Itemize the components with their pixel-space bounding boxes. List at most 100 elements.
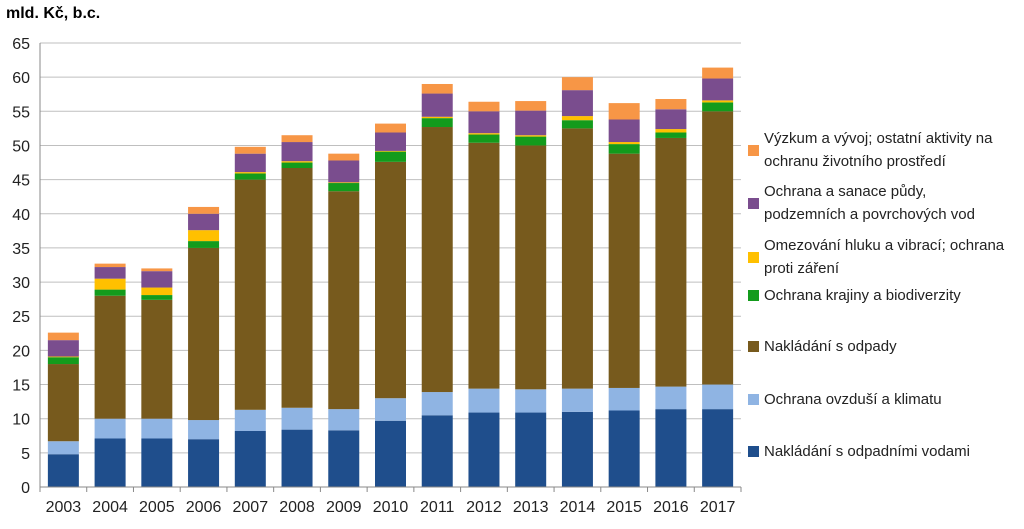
bar-segment-2008-series-6 — [281, 135, 313, 143]
bar-segment-2006-series-1 — [188, 420, 220, 440]
bar-segment-2004-series-6 — [94, 263, 126, 268]
legend-label: Ochrana krajiny a biodiverzity — [764, 284, 961, 307]
y-tick-label: 20 — [12, 343, 30, 360]
bar-segment-2009-series-0 — [328, 430, 360, 487]
y-tick-label: 15 — [12, 378, 30, 395]
bar-segment-2005-series-5 — [141, 271, 173, 288]
legend-label: Ochrana ovzduší a klimatu — [764, 388, 942, 411]
legend-label-line: Nakládání s odpadními vodami — [764, 443, 970, 460]
bar-segment-2005-series-6 — [141, 268, 173, 272]
bar-segment-2014-series-2 — [561, 128, 593, 389]
bar-segment-2008-series-5 — [281, 142, 313, 162]
bar-segment-2013-series-6 — [515, 101, 547, 111]
legend-label-line: Nakládání s odpady — [764, 338, 897, 355]
legend-swatch — [748, 144, 759, 156]
x-tick-label: 2010 — [373, 499, 409, 516]
legend-item: Ochrana krajiny a biodiverzity — [748, 284, 1024, 307]
bar-segment-2009-series-2 — [328, 191, 360, 410]
legend-label: Omezování hluku a vibrací; ochrana proti … — [764, 234, 1004, 280]
bar-segment-2010-series-2 — [375, 161, 406, 399]
bar-segment-2015-series-1 — [608, 387, 640, 411]
y-tick-label: 45 — [12, 173, 30, 190]
x-tick-label: 2013 — [513, 499, 549, 516]
bar-segment-2005-series-0 — [141, 438, 173, 487]
bar-segment-2011-series-3 — [421, 118, 453, 128]
bar-segment-2011-series-4 — [421, 116, 453, 119]
y-tick-label: 60 — [12, 70, 30, 87]
bar-segment-2011-series-5 — [421, 93, 453, 117]
bar-segment-2003-series-2 — [47, 364, 79, 442]
bar-segment-2006-series-0 — [188, 439, 220, 487]
bar-segment-2003-series-6 — [47, 332, 79, 341]
bar-segment-2012-series-5 — [468, 111, 500, 134]
bar-segment-2012-series-2 — [468, 142, 500, 389]
legend-swatch — [748, 197, 759, 209]
bar-segment-2004-series-2 — [94, 295, 126, 419]
y-tick-label: 5 — [21, 446, 30, 463]
bar-segment-2007-series-6 — [234, 146, 266, 154]
bar-segment-2010-series-0 — [375, 420, 406, 487]
bar-segment-2004-series-3 — [94, 289, 126, 296]
legend-item: Nakládání s odpady — [748, 335, 1024, 358]
legend-swatch — [748, 251, 759, 263]
bar-segment-2011-series-2 — [421, 127, 453, 393]
bar-segment-2017-series-5 — [702, 78, 734, 101]
legend-label-line: Ochrana a sanace půdy, — [764, 183, 927, 200]
bar-segment-2010-series-4 — [375, 150, 406, 152]
bar-segment-2015-series-5 — [608, 119, 640, 143]
legend-item: Omezování hluku a vibrací; ochrana proti … — [748, 234, 1024, 280]
y-tick-label: 25 — [12, 309, 30, 326]
bar-segment-2010-series-3 — [375, 151, 406, 162]
legend-item: Výzkum a vývoj; ostatní aktivity na ochra… — [748, 127, 1024, 173]
legend-swatch — [748, 446, 759, 457]
x-tick-label: 2009 — [326, 499, 362, 516]
bar-segment-2004-series-5 — [94, 267, 126, 279]
bar-segment-2015-series-2 — [608, 153, 640, 388]
bar-segment-2017-series-1 — [702, 384, 734, 410]
bar-segment-2009-series-3 — [328, 183, 360, 192]
bar-segment-2006-series-3 — [188, 241, 220, 248]
x-tick-label: 2003 — [46, 499, 82, 516]
bar-segment-2016-series-0 — [655, 409, 687, 487]
bar-segment-2014-series-4 — [561, 116, 593, 121]
legend-label: Nakládání s odpady — [764, 335, 897, 358]
y-tick-label: 40 — [12, 207, 30, 224]
legend-label-line: Omezování hluku a vibrací; ochrana — [764, 237, 1005, 254]
bar-segment-2005-series-3 — [141, 295, 173, 300]
bar-segment-2016-series-4 — [655, 129, 687, 133]
bar-segment-2012-series-1 — [468, 388, 500, 413]
bar-segment-2016-series-3 — [655, 132, 687, 138]
bar-segment-2014-series-0 — [561, 411, 593, 487]
bar-segment-2004-series-4 — [94, 278, 126, 290]
bar-segment-2005-series-4 — [141, 287, 173, 296]
bar-segment-2006-series-5 — [188, 213, 220, 231]
bar-segment-2007-series-5 — [234, 153, 266, 173]
bar-segment-2003-series-1 — [47, 441, 79, 455]
bar-segment-2006-series-6 — [188, 206, 220, 214]
bar-segment-2012-series-6 — [468, 101, 500, 112]
bar-segment-2014-series-5 — [561, 90, 593, 117]
bar-segment-2017-series-3 — [702, 102, 734, 112]
bar-segment-2012-series-3 — [468, 134, 500, 143]
bar-segment-2007-series-0 — [234, 430, 266, 487]
bar-segment-2009-series-5 — [328, 160, 360, 183]
legend-label: Nakládání s odpadními vodami — [764, 440, 970, 463]
x-tick-label: 2006 — [186, 499, 222, 516]
y-tick-label: 55 — [12, 104, 30, 121]
bar-segment-2015-series-6 — [608, 103, 640, 120]
legend-swatch — [748, 394, 759, 405]
bar-segment-2007-series-2 — [234, 179, 266, 410]
bar-segment-2017-series-4 — [702, 100, 734, 103]
x-tick-label: 2014 — [560, 499, 596, 516]
y-tick-label: 35 — [12, 241, 30, 258]
bar-segment-2009-series-1 — [328, 409, 360, 431]
bar-segment-2013-series-2 — [515, 145, 547, 390]
bar-segment-2013-series-3 — [515, 136, 547, 146]
x-tick-label: 2017 — [700, 499, 736, 516]
bar-segment-2015-series-0 — [608, 410, 640, 487]
bar-segment-2008-series-4 — [281, 161, 313, 163]
bar-segment-2016-series-6 — [655, 99, 687, 110]
bar-segment-2009-series-4 — [328, 182, 360, 184]
bar-segment-2005-series-2 — [141, 299, 173, 419]
y-tick-label: 50 — [12, 138, 30, 155]
